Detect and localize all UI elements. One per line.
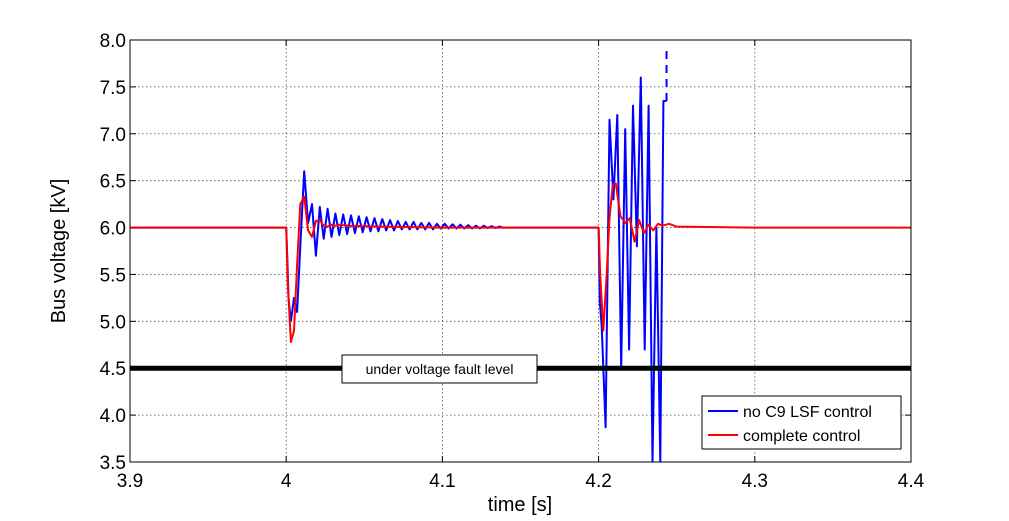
y-axis-label: Bus voltage [kV] — [48, 179, 70, 324]
legend-box — [701, 395, 902, 450]
annotation-label: under voltage fault level — [366, 361, 514, 377]
y-tick-label: 4.0 — [100, 406, 126, 427]
x-tick-label: 3.9 — [117, 471, 143, 492]
series-line-complete-control — [130, 182, 911, 343]
y-tick-label: 5.5 — [100, 265, 126, 286]
y-tick-label: 4.5 — [100, 359, 126, 380]
fault-level-annotation: under voltage fault level — [341, 354, 538, 384]
series-layer — [130, 49, 911, 462]
x-axis-ticks: 3.9 4 4.1 4.2 4.3 4.4 — [117, 40, 925, 492]
legend-label-complete: complete control — [743, 428, 860, 445]
y-tick-label: 3.5 — [100, 453, 126, 474]
plot-area — [130, 40, 911, 462]
y-tick-label: 7.5 — [100, 78, 126, 99]
y-tick-label: 6.5 — [100, 172, 126, 193]
axes-frame — [129, 39, 912, 463]
x-tick-label: 4.2 — [585, 471, 611, 492]
y-tick-label: 8.0 — [100, 31, 126, 52]
plot-content — [130, 49, 911, 462]
legend: no C9 LSF control complete control — [701, 395, 902, 450]
x-tick-label: 4.4 — [898, 471, 925, 492]
x-tick-label: 4.3 — [742, 471, 768, 492]
x-tick-label: 4 — [281, 471, 292, 492]
y-tick-label: 7.0 — [100, 125, 126, 146]
y-axis-ticks: 3.5 4.0 4.5 5.0 5.5 6.0 6.5 7.0 7.5 8.0 — [100, 31, 911, 474]
y-tick-label: 6.0 — [100, 219, 126, 240]
legend-label-no-c9: no C9 LSF control — [743, 404, 872, 421]
annotation-box — [341, 354, 538, 384]
x-axis-label: time [s] — [488, 494, 552, 516]
x-tick-label: 4.1 — [429, 471, 455, 492]
y-tick-label: 5.0 — [100, 312, 126, 333]
